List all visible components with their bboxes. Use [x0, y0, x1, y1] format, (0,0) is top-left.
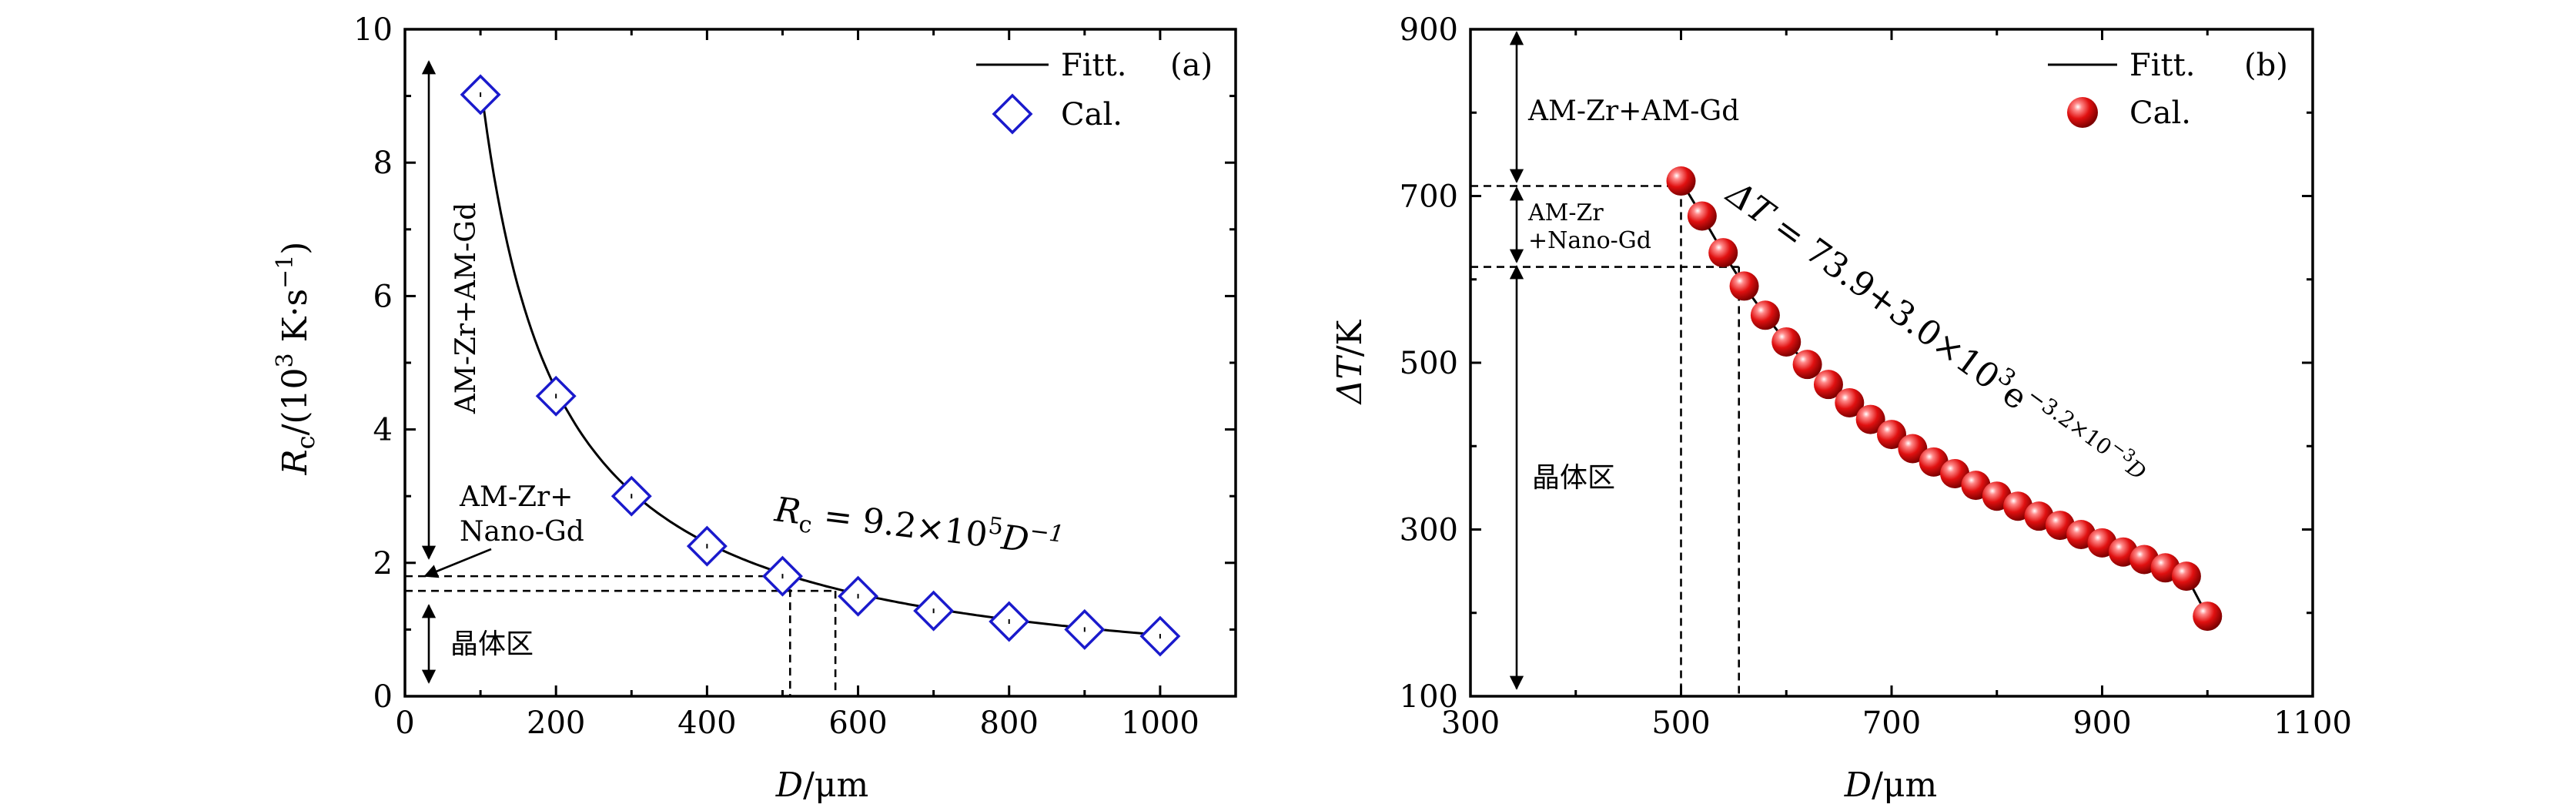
- x-tick-label: 900: [2073, 705, 2131, 741]
- y-axis-title-a: Rc/(103 K·s−1): [272, 242, 320, 476]
- region-label-mid-b-2: +Nano-Gd: [1528, 227, 1651, 254]
- region-label-mid-b-1: AM-Zr: [1527, 199, 1604, 226]
- legend-fit-label-a: Fitt.: [1061, 48, 1126, 83]
- data-points-a: [460, 74, 1181, 657]
- data-point: [1835, 387, 1865, 417]
- region-label-mid-a-1: AM-Zr+: [459, 481, 573, 513]
- fit-curve-a: [479, 82, 1161, 636]
- y-tick-label: 4: [373, 413, 393, 448]
- panel-label-a: (a): [1170, 48, 1213, 83]
- legend-fit-label-b: Fitt.: [2129, 48, 2195, 83]
- data-point: [1898, 434, 1928, 464]
- y-tick-label: 10: [353, 12, 393, 48]
- data-point: [1877, 420, 1906, 450]
- region-label-bottom-a: 晶体区: [450, 628, 534, 660]
- y-axis-title-b: ΔT/K: [1330, 319, 1370, 405]
- y-tick-label: 2: [373, 546, 393, 581]
- legend-b: Fitt. (b) Cal.: [2048, 48, 2288, 131]
- fit-equation-a: Rc = 9.2×105D−1: [771, 486, 1066, 570]
- legend-cal-swatch-b: [2067, 97, 2098, 128]
- data-point: [1750, 300, 1780, 330]
- legend-cal-label-a: Cal.: [1061, 97, 1122, 132]
- x-tick-label: 0: [395, 705, 414, 741]
- y-tick-label: 0: [373, 679, 393, 715]
- x-tick-label: 500: [1651, 705, 1710, 741]
- x-axis-title-b: D/μm: [1844, 766, 1937, 805]
- data-point: [2171, 561, 2201, 591]
- legend-cal-label-b: Cal.: [2129, 96, 2191, 131]
- x-tick-label: 1100: [2273, 705, 2352, 741]
- region-label-bottom-b: 晶体区: [1532, 462, 1615, 494]
- data-point: [2193, 602, 2223, 632]
- y-tick-label: 6: [373, 279, 393, 314]
- data-point: [1666, 166, 1696, 196]
- legend-a: Fitt. (a) Cal.: [976, 48, 1213, 135]
- y-tick-label: 8: [373, 146, 393, 181]
- x-tick-label: 800: [980, 705, 1039, 741]
- data-point: [1687, 201, 1717, 231]
- data-point: [1855, 404, 1885, 434]
- x-axis-title-a: D/μm: [775, 766, 868, 805]
- panel-label-b: (b): [2244, 48, 2288, 83]
- legend-cal-swatch-a: [992, 93, 1033, 135]
- data-point: [1813, 370, 1843, 400]
- x-tick-label: 400: [677, 705, 736, 741]
- y-tick-label: 300: [1400, 513, 1458, 548]
- data-point: [1729, 271, 1759, 301]
- data-points-b: [1666, 166, 2223, 632]
- y-tick-label: 700: [1400, 179, 1458, 215]
- x-tick-label: 600: [828, 705, 887, 741]
- data-point: [1708, 238, 1738, 268]
- data-point: [1792, 350, 1822, 380]
- region-label-mid-a-2: Nano-Gd: [460, 516, 584, 548]
- region-label-top-a: AM-Zr+AM-Gd: [450, 203, 482, 414]
- x-tick-label: 700: [1862, 705, 1921, 741]
- y-tick-label: 900: [1400, 12, 1458, 48]
- threshold-guides-b: [1470, 185, 1741, 696]
- threshold-guides-a: [405, 575, 837, 696]
- data-point: [1771, 327, 1802, 357]
- axis-ticks-a: 0 200 400 600 800 1000 0 2 4 6 8 10: [353, 12, 1236, 741]
- x-tick-label: 300: [1441, 705, 1500, 741]
- region-label-top-b: AM-Zr+AM-Gd: [1527, 96, 1739, 127]
- region-arrow-mid-a: [423, 548, 492, 578]
- x-tick-label: 1000: [1121, 705, 1199, 741]
- y-tick-label: 500: [1400, 346, 1458, 381]
- y-tick-label: 100: [1400, 679, 1458, 715]
- x-tick-label: 200: [527, 705, 585, 741]
